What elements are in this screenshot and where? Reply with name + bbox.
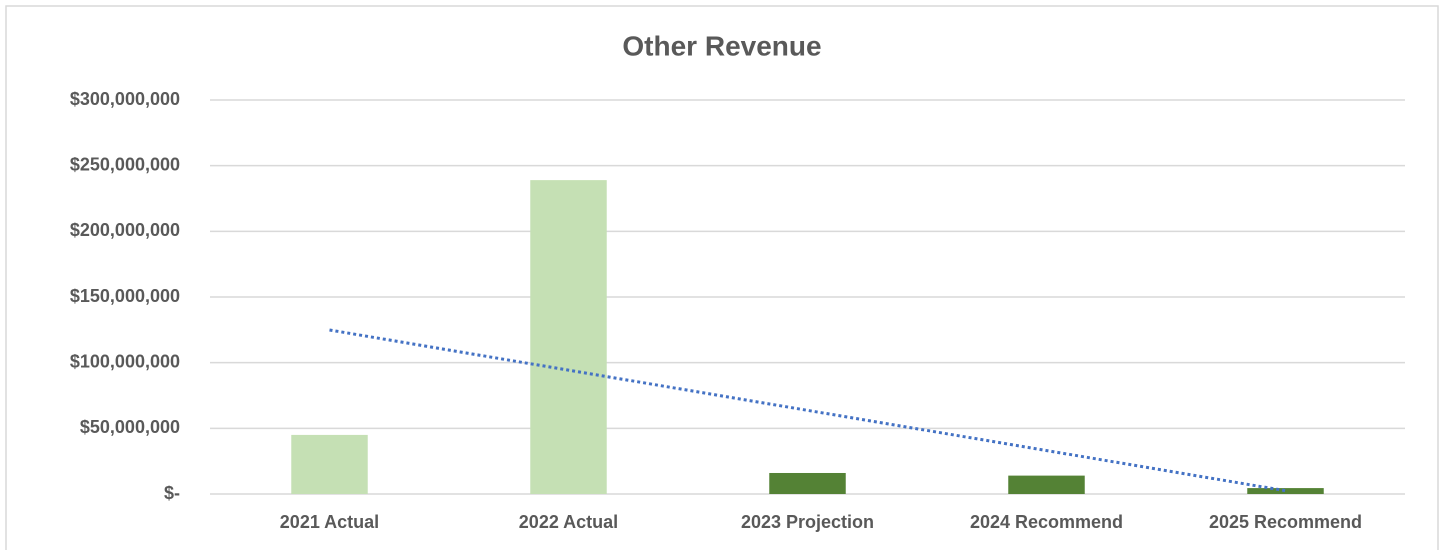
bar xyxy=(291,434,368,494)
bar xyxy=(1008,475,1085,494)
chart-title: Other Revenue xyxy=(622,30,821,61)
chart-border xyxy=(5,5,1439,550)
y-tick-label: $100,000,000 xyxy=(70,351,180,371)
y-tick-label: $150,000,000 xyxy=(70,286,180,306)
bar xyxy=(530,180,607,494)
x-tick-label: 2025 Recommend xyxy=(1209,512,1362,532)
bar xyxy=(1247,488,1324,494)
bar xyxy=(769,472,846,494)
y-tick-label: $200,000,000 xyxy=(70,220,180,240)
x-tick-label: 2021 Actual xyxy=(280,512,379,532)
y-tick-label: $300,000,000 xyxy=(70,89,180,109)
x-tick-label: 2023 Projection xyxy=(741,512,874,532)
x-tick-label: 2024 Recommend xyxy=(970,512,1123,532)
y-tick-label: $- xyxy=(164,483,180,503)
x-tick-label: 2022 Actual xyxy=(519,512,618,532)
y-tick-label: $50,000,000 xyxy=(80,417,180,437)
y-tick-label: $250,000,000 xyxy=(70,154,180,174)
